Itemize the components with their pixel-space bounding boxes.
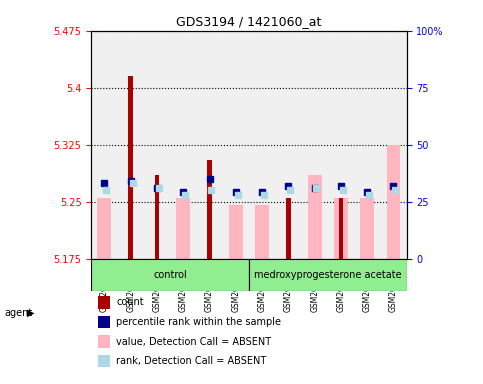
Text: agent: agent (5, 308, 33, 318)
FancyBboxPatch shape (91, 258, 249, 291)
Bar (207, 160, 212, 258)
Text: value, Detection Call = ABSENT: value, Detection Call = ABSENT (116, 336, 271, 347)
Title: GDS3194 / 1421060_at: GDS3194 / 1421060_at (176, 15, 322, 28)
Text: percentile rank within the sample: percentile rank within the sample (116, 317, 282, 327)
Bar (128, 76, 133, 258)
Text: control: control (153, 270, 187, 280)
Bar (155, 175, 159, 258)
Text: ▶: ▶ (27, 308, 34, 318)
Bar (308, 175, 322, 258)
Bar (98, 198, 111, 258)
Bar (255, 205, 269, 258)
Bar (334, 198, 348, 258)
Bar (229, 205, 242, 258)
Bar (360, 198, 374, 258)
FancyBboxPatch shape (98, 316, 110, 328)
FancyBboxPatch shape (98, 296, 110, 309)
Bar (286, 198, 291, 258)
Bar (176, 198, 190, 258)
Text: count: count (116, 297, 144, 307)
FancyBboxPatch shape (98, 335, 110, 348)
Bar (386, 144, 400, 258)
Text: medroxyprogesterone acetate: medroxyprogesterone acetate (254, 270, 401, 280)
Bar (339, 198, 343, 258)
Text: rank, Detection Call = ABSENT: rank, Detection Call = ABSENT (116, 356, 267, 366)
FancyBboxPatch shape (98, 355, 110, 367)
FancyBboxPatch shape (249, 258, 407, 291)
